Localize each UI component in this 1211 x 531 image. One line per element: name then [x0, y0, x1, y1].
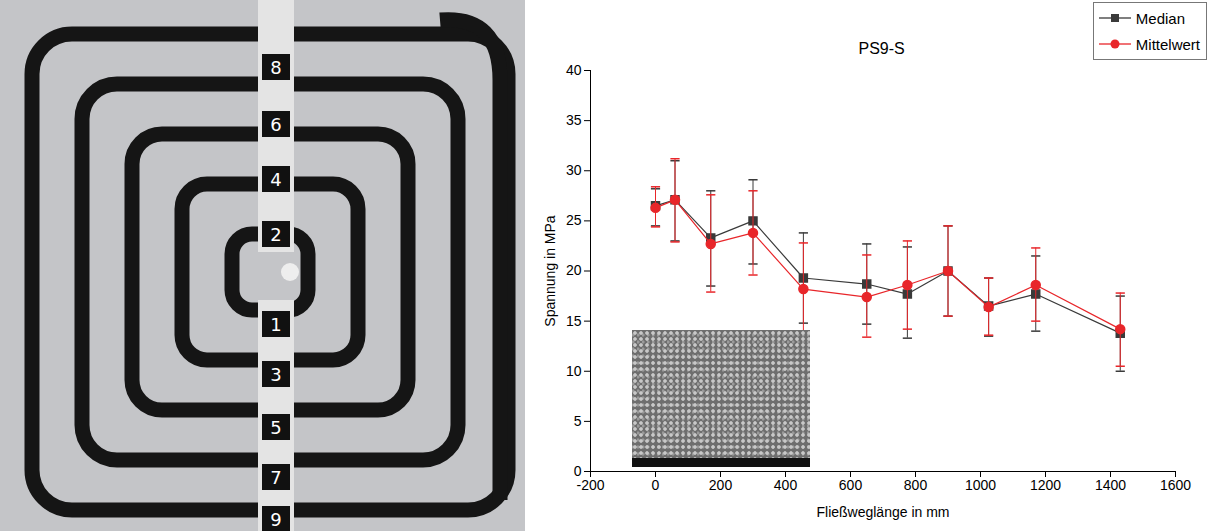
svg-text:800: 800	[904, 477, 928, 493]
svg-text:Spannung in MPa: Spannung in MPa	[542, 215, 558, 327]
svg-text:0: 0	[652, 477, 660, 493]
svg-text:20: 20	[566, 262, 582, 278]
svg-text:30: 30	[566, 162, 582, 178]
svg-text:1: 1	[270, 314, 281, 335]
svg-text:1000: 1000	[965, 477, 996, 493]
svg-text:1400: 1400	[1095, 477, 1126, 493]
svg-text:40: 40	[566, 62, 582, 78]
svg-text:1600: 1600	[1160, 477, 1191, 493]
svg-text:7: 7	[270, 467, 281, 488]
svg-text:3: 3	[270, 364, 281, 385]
html-text:Mittelwert: Mittelwert	[1135, 35, 1200, 53]
svg-text:25: 25	[566, 212, 582, 228]
svg-text:2: 2	[270, 224, 281, 245]
svg-text:Fließweglänge in mm: Fließweglänge in mm	[816, 504, 949, 520]
svg-text:5: 5	[574, 413, 582, 429]
svg-text:-200: -200	[576, 477, 604, 493]
svg-text:5: 5	[270, 417, 281, 438]
svg-text:1200: 1200	[1030, 477, 1061, 493]
html-text:Median: Median	[1135, 9, 1185, 27]
html-text:PS9-S: PS9-S	[858, 40, 905, 57]
svg-text:4: 4	[270, 169, 281, 190]
svg-text:9: 9	[270, 509, 281, 530]
svg-text:600: 600	[839, 477, 863, 493]
svg-text:35: 35	[566, 112, 582, 128]
svg-text:8: 8	[270, 57, 281, 78]
svg-text:10: 10	[566, 363, 582, 379]
svg-text:6: 6	[270, 114, 281, 135]
svg-text:400: 400	[774, 477, 798, 493]
svg-text:0: 0	[573, 463, 582, 479]
svg-text:15: 15	[566, 313, 582, 329]
svg-text:200: 200	[709, 477, 733, 493]
